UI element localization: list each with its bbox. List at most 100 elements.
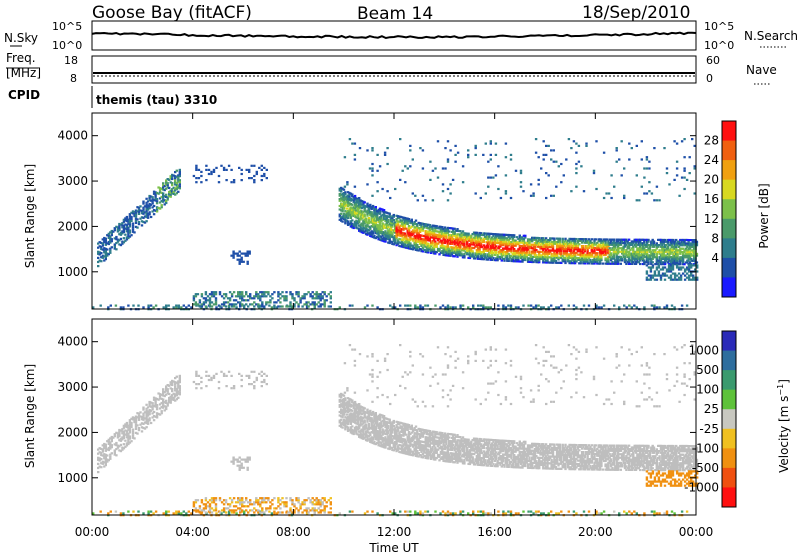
power-cell	[342, 217, 346, 221]
power-cell	[367, 210, 371, 213]
power-cell	[561, 237, 564, 240]
power-cell	[591, 245, 595, 248]
power-cell	[413, 229, 416, 232]
velocity-cell	[419, 510, 422, 513]
velocity-cell	[118, 445, 121, 448]
power-cell	[673, 306, 676, 309]
power-cell	[663, 249, 667, 252]
power-cell	[497, 304, 500, 307]
colorbar-segment	[722, 277, 736, 298]
power-cell	[669, 270, 673, 273]
power-cell	[538, 256, 541, 259]
power-cell	[257, 303, 260, 306]
power-cell	[385, 220, 389, 223]
velocity-cell	[293, 505, 296, 508]
power-cell	[128, 215, 132, 218]
power-cell	[657, 264, 661, 267]
power-cell	[378, 230, 382, 233]
power-cell	[621, 240, 624, 243]
power-cell	[104, 239, 107, 242]
power-cell	[137, 212, 141, 215]
power-cell	[525, 255, 528, 258]
power-cell	[643, 252, 646, 255]
power-cell	[391, 232, 394, 235]
power-cell	[237, 301, 240, 304]
power-cell	[259, 297, 262, 300]
velocity-cell	[587, 510, 591, 513]
power-cell	[669, 274, 673, 277]
power-cell	[484, 254, 487, 257]
power-cell	[576, 239, 580, 242]
power-cell	[504, 192, 508, 195]
power-cell	[172, 190, 175, 193]
power-cell	[137, 210, 141, 213]
power-cell	[647, 256, 650, 259]
power-cell	[645, 245, 649, 248]
power-cell	[116, 230, 120, 233]
power-cell	[195, 166, 198, 169]
power-cell	[202, 297, 206, 300]
power-cell	[513, 254, 516, 258]
power-cell	[569, 237, 573, 241]
power-cell	[560, 256, 563, 259]
power-cell	[673, 244, 676, 247]
power-cell	[449, 234, 452, 237]
power-cell	[555, 261, 559, 264]
power-cell	[666, 249, 670, 252]
power-cell	[485, 237, 488, 240]
power-cell	[573, 251, 577, 254]
power-cell	[550, 261, 553, 264]
power-cell	[658, 261, 661, 264]
power-cell	[504, 306, 508, 309]
velocity-cell	[121, 448, 124, 451]
power-cell	[604, 245, 607, 248]
power-cell	[400, 223, 404, 226]
freq-right-tick-top: 60	[706, 54, 720, 67]
power-cell	[555, 185, 558, 188]
power-cell	[669, 259, 672, 262]
power-cell	[503, 233, 506, 236]
power-cell	[155, 208, 159, 211]
power-cell	[441, 304, 445, 307]
power-cell	[540, 240, 544, 243]
power-cell	[403, 242, 407, 245]
power-cell	[127, 228, 130, 231]
power-cell	[670, 242, 674, 245]
power-cell	[544, 245, 548, 248]
velocity-cell	[198, 511, 202, 514]
power-cell	[687, 244, 690, 247]
power-cell	[363, 215, 366, 218]
power-cell	[220, 295, 224, 298]
power-cell	[509, 304, 513, 307]
power-cell	[568, 260, 571, 263]
velocity-cell	[116, 446, 120, 449]
power-cell	[471, 253, 474, 256]
power-cell	[421, 229, 425, 232]
velocity-cell	[623, 510, 626, 513]
power-cell	[448, 235, 451, 238]
power-cell	[585, 142, 588, 145]
power-cell	[597, 245, 600, 248]
power-cell	[683, 263, 686, 266]
velocity-cell	[560, 510, 563, 513]
power-cell	[145, 214, 148, 217]
power-cell	[481, 233, 484, 237]
power-cell	[247, 295, 250, 298]
power-cell	[430, 248, 433, 251]
velocity-cell	[222, 499, 226, 502]
power-cell	[430, 241, 433, 244]
power-cell	[630, 261, 634, 264]
power-cell	[432, 233, 436, 236]
power-cell	[625, 250, 628, 253]
velocity-cell	[128, 437, 132, 440]
power-cell	[528, 243, 531, 246]
power-cell	[688, 239, 692, 242]
power-cell	[693, 263, 696, 266]
power-cell	[250, 164, 253, 167]
power-cell	[427, 230, 430, 233]
power-cell	[349, 213, 353, 216]
power-cell	[625, 238, 628, 241]
power-cell	[626, 255, 629, 259]
freq-right-tick-bottom: 0	[706, 72, 713, 85]
power-cell	[427, 235, 430, 238]
